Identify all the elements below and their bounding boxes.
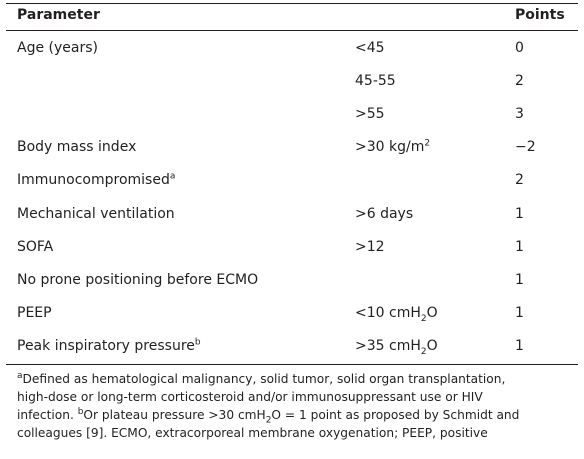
cell-value: >6 days: [355, 205, 414, 222]
cell-value: 45-55: [355, 73, 396, 90]
sup-text: 2: [424, 138, 431, 149]
text-segment: >35 cmH: [355, 337, 421, 354]
text-segment: Immunocompromised: [17, 172, 170, 189]
cell-parameter: SOFA: [17, 238, 54, 255]
footnote-line: high-dose or long-term corticosteroid an…: [17, 388, 483, 406]
text-segment: <10 cmH: [355, 304, 421, 321]
header-parameter: Parameter: [17, 7, 100, 23]
cell-parameter: Age (years): [17, 40, 98, 56]
sub-text: 2: [420, 313, 427, 324]
cell-parameter: Immunocompromiseda: [17, 171, 175, 189]
cell-value: <10 cmH2O: [355, 304, 438, 324]
cell-value: >12: [355, 238, 385, 255]
cell-parameter: PEEP: [17, 304, 52, 321]
cell-points: 1: [515, 271, 524, 288]
sup-text: b: [194, 337, 201, 348]
cell-value: <45: [355, 40, 385, 56]
cell-points: −2: [515, 139, 536, 156]
cell-points: 3: [515, 106, 524, 123]
sup-text: a: [17, 370, 23, 381]
cell-parameter: Mechanical ventilation: [17, 205, 175, 222]
cell-parameter: Body mass index: [17, 139, 137, 156]
text-segment: Or plateau pressure >30 cmH: [83, 408, 266, 422]
bottom-rule: [6, 364, 578, 365]
text-segment: high-dose or long-term corticosteroid an…: [17, 390, 483, 404]
text-segment: O = 1 point as proposed by Schmidt and: [271, 408, 520, 422]
cell-value: >35 cmH2O: [355, 337, 438, 357]
cell-points: 1: [515, 205, 524, 222]
sub-text: 2: [265, 415, 272, 426]
footnote-line: infection. bOr plateau pressure >30 cmH2…: [17, 406, 520, 426]
text-segment: Defined as hematological malignancy, sol…: [22, 372, 506, 386]
cell-points: 1: [515, 337, 524, 354]
text-segment: infection.: [17, 408, 78, 422]
sub-text: 2: [420, 346, 427, 357]
cell-points: 0: [515, 40, 524, 56]
text-segment: >30 kg/m: [355, 139, 425, 156]
header-points: Points: [515, 7, 565, 23]
footnote-line: colleagues [9]. ECMO, extracorporeal mem…: [17, 424, 488, 442]
text-segment: Peak inspiratory pressure: [17, 337, 195, 354]
cell-points: 2: [515, 172, 524, 189]
cell-parameter: Peak inspiratory pressureb: [17, 337, 201, 355]
sup-text: b: [77, 406, 84, 417]
cell-points: 1: [515, 304, 524, 321]
cell-value: >30 kg/m2: [355, 138, 430, 156]
header-rule: [6, 30, 578, 31]
cell-parameter: No prone positioning before ECMO: [17, 271, 259, 288]
text-segment: O: [426, 304, 438, 321]
cell-value: >55: [355, 106, 385, 123]
cell-points: 2: [515, 73, 524, 90]
sup-text: a: [169, 171, 176, 182]
footnote-line: aDefined as hematological malignancy, so…: [17, 370, 505, 388]
text-segment: colleagues [9]. ECMO, extracorporeal mem…: [17, 426, 488, 440]
cell-points: 1: [515, 238, 524, 255]
text-segment: O: [426, 337, 438, 354]
top-rule: [6, 3, 578, 4]
